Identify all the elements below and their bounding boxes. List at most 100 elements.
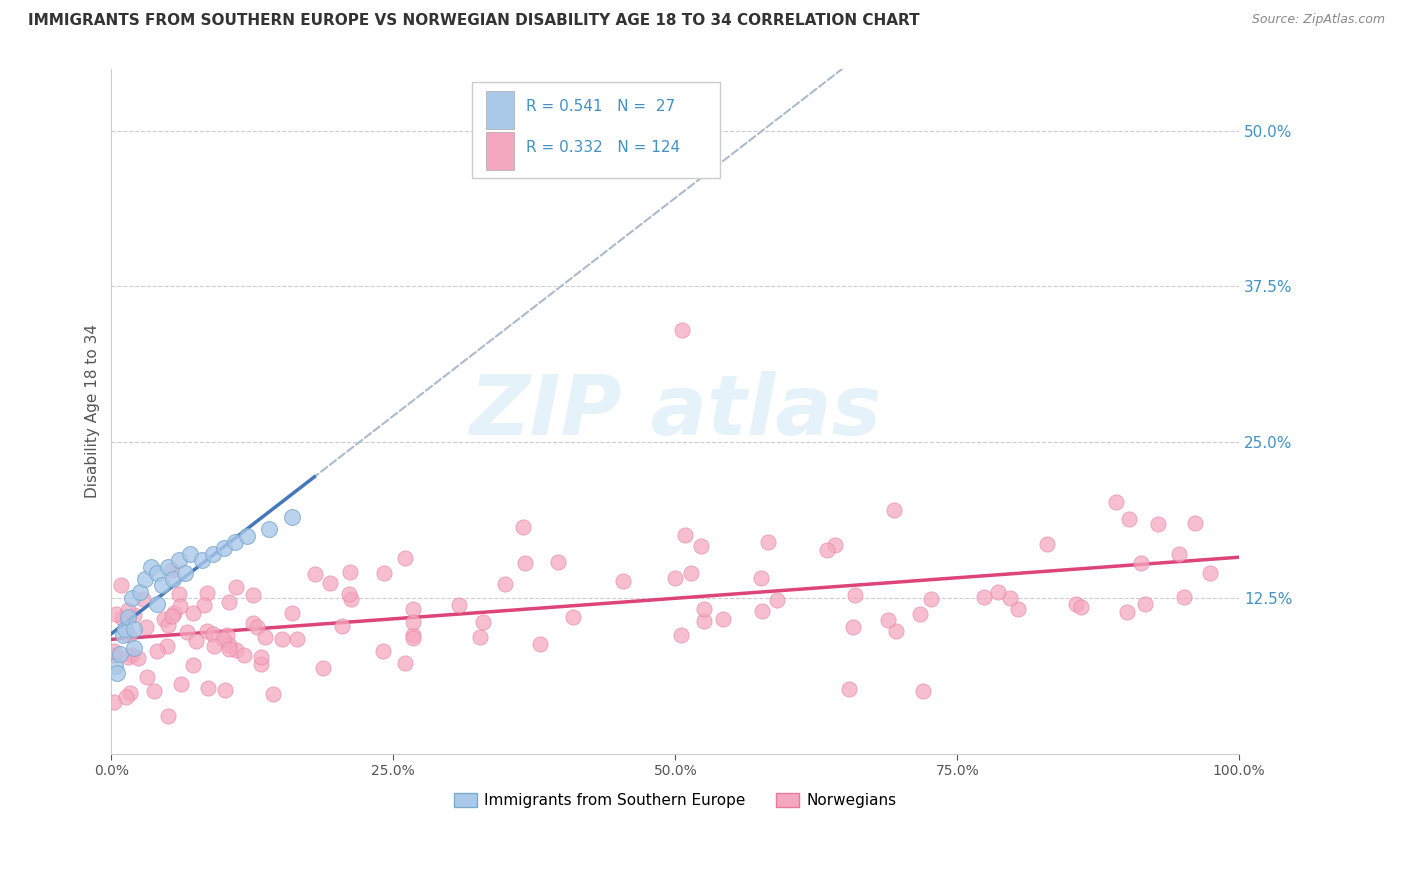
Point [156,559,179,574]
Point [103,695,125,709]
Point [128,584,150,599]
Point [214,682,236,697]
Point [884,624,907,639]
Point [167,553,190,567]
Point [103,648,125,662]
Point [1173,591,1195,605]
Point [110,578,132,592]
Point [1070,600,1092,615]
Point [117,649,139,664]
Point [224,534,246,549]
Point [394,656,416,670]
Point [122,640,145,655]
Point [202,627,225,641]
Point [132,591,155,606]
Point [176,624,198,639]
Point [259,522,281,536]
Y-axis label: Disability Age 18 to 34: Disability Age 18 to 34 [86,324,100,498]
Point [121,648,143,662]
Point [1184,516,1206,530]
Point [117,603,139,617]
Point [121,591,143,605]
Point [673,528,696,542]
Point [250,649,273,664]
Point [160,608,183,623]
Point [181,657,204,672]
Point [402,615,425,629]
Point [987,585,1010,599]
Point [105,607,128,622]
Point [235,528,257,542]
Point [195,586,218,600]
Point [118,685,141,699]
Point [225,642,247,657]
Point [1115,605,1137,619]
Point [693,601,716,615]
Point [136,670,159,684]
Point [135,620,157,634]
Point [304,567,326,582]
Point [912,684,935,698]
Point [225,580,247,594]
Point [512,520,534,534]
Point [693,614,716,628]
Point [163,606,186,620]
Point [690,539,713,553]
Point [749,571,772,585]
Point [197,681,219,695]
Point [103,643,125,657]
Point [262,687,284,701]
Point [212,632,235,646]
Point [373,566,395,581]
Point [181,606,204,620]
Point [246,620,269,634]
Point [756,534,779,549]
Point [104,659,127,673]
Point [824,538,846,552]
Point [340,591,363,606]
Point [111,628,134,642]
Point [242,588,264,602]
Point [117,609,139,624]
Point [337,587,360,601]
Point [152,612,174,626]
Point [339,566,361,580]
Point [1147,517,1170,532]
Point [195,624,218,638]
Point [838,682,860,697]
Point [170,677,193,691]
Legend: Immigrants from Southern Europe, Norwegians: Immigrants from Southern Europe, Norwegi… [447,787,903,814]
Point [842,619,865,633]
Point [281,606,304,620]
Point [1198,566,1220,580]
Point [671,628,693,642]
Point [612,574,634,589]
Point [157,617,180,632]
Point [139,559,162,574]
Point [232,648,254,663]
Point [202,639,225,653]
Point [1105,495,1128,509]
Point [150,578,173,592]
Point [201,547,224,561]
Point [218,638,240,652]
Point [173,566,195,580]
Point [212,541,235,555]
Point [401,628,423,642]
Point [1167,547,1189,561]
Point [402,631,425,645]
Point [157,709,180,723]
Point [115,690,138,704]
Point [883,503,905,517]
Point [217,628,239,642]
Point [270,632,292,646]
Point [242,615,264,630]
Point [186,634,208,648]
Point [920,592,942,607]
Point [250,657,273,672]
Point [190,553,212,567]
Point [319,575,342,590]
Point [1118,512,1140,526]
Point [1129,556,1152,570]
Point [218,642,240,657]
